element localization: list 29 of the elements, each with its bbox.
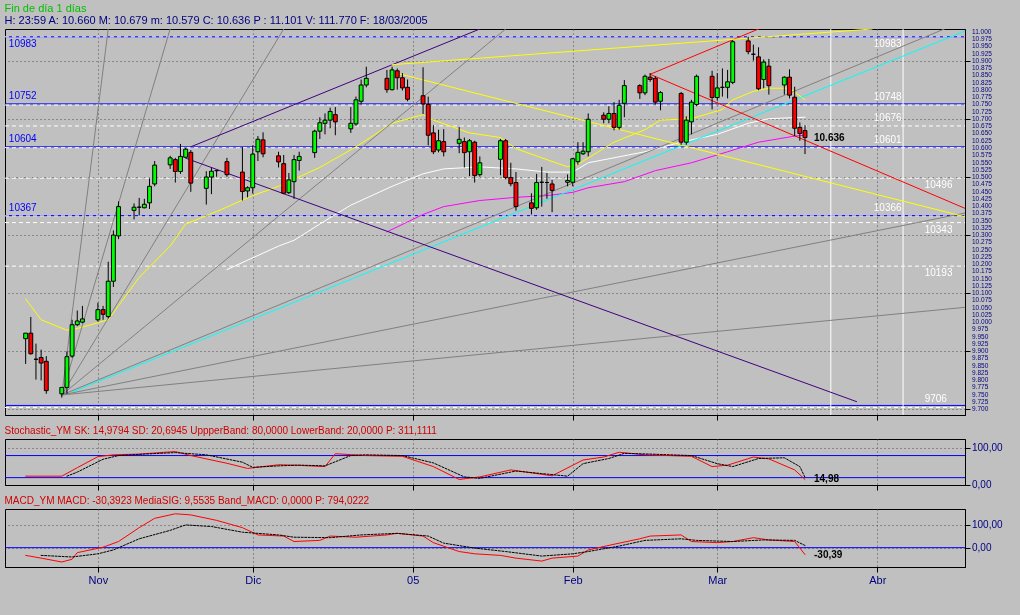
x-tick-label: Nov — [88, 573, 109, 586]
ref-line-label: 10676 — [873, 111, 903, 123]
chart-title: MACD_YM MACD: -30,3923 MediaSIG: 9,5535 Band_MACD: 0,0000 P: 794,0222 — [4, 495, 370, 506]
ref-line-label: 10343 — [924, 223, 953, 235]
annotation: -30,39 — [814, 548, 843, 560]
ref-line-label: 10983 — [873, 37, 903, 49]
ref-line-label: 10496 — [924, 179, 953, 191]
ref-line-label: 9706 — [924, 393, 948, 405]
ref-line-label: 10367 — [8, 201, 38, 213]
annotation: 10.636 — [814, 131, 846, 143]
x-tick-label: Dic — [245, 573, 262, 586]
y-tick-label: 0,00 — [972, 479, 992, 490]
ref-line-label: 10748 — [873, 91, 903, 103]
ref-line-label: 10604 — [8, 132, 38, 144]
x-tick-label: Feb — [563, 573, 583, 586]
ref-line-label: 10193 — [924, 267, 953, 279]
x-tick-label: 05 — [407, 573, 420, 586]
ref-line-label: 10366 — [873, 201, 903, 213]
x-tick-label: Mar — [708, 573, 728, 586]
y-tick-label: 100,00 — [972, 442, 1004, 454]
chart-subtitle: H: 23:59 A: 10.660 M: 10.679 m: 10.579 C: 10.636 P : 11.101 V: 111.770 F: 18/03/2005 — [4, 13, 428, 26]
chart-title: Stochastic_YM SK: 14,9794 SD: 20,6945 UppperBand: 80,0000 LowerBand: 20,0000 P: 311,1111 — [4, 425, 438, 436]
ref-line-label: 10601 — [873, 133, 903, 145]
chart-title: Fin de día 1 días — [4, 1, 87, 14]
x-tick-label: Abr — [869, 573, 887, 586]
y-tick-label: 100,00 — [972, 518, 1004, 530]
ref-line-label: 10752 — [8, 89, 38, 101]
ref-line-label: 10983 — [8, 37, 38, 49]
y-tick-label: 0,00 — [972, 541, 992, 553]
